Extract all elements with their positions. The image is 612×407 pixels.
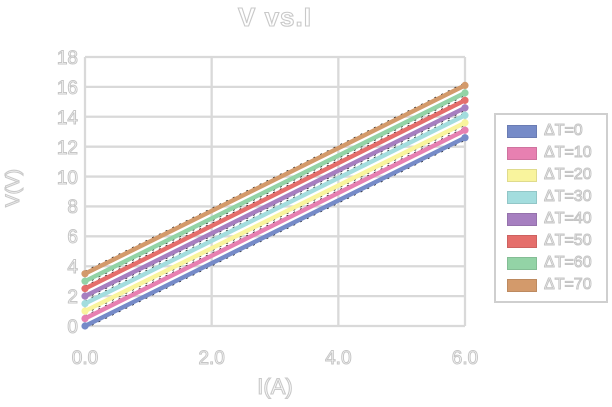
data-point-marker [81,292,89,300]
y-tick-label: 4 [67,257,79,279]
chart-title: V vs.I [237,1,312,32]
y-tick-label: 14 [56,107,78,129]
data-point-marker [461,126,469,134]
series-line [82,98,468,291]
legend-swatch [507,146,537,160]
y-tick-label: 12 [56,137,78,159]
legend-item: ΔT=60 [496,254,606,271]
x-tick-label: 4.0 [325,348,352,369]
legend-item: ΔT=20 [496,166,606,183]
x-tick-label: 0.0 [71,348,99,369]
y-tick-label: 0 [67,317,79,338]
data-point-marker [461,81,469,89]
legend-item: ΔT=40 [496,210,606,227]
y-axis-title: V(V) [2,168,24,207]
series-line [82,135,468,329]
legend-label: ΔT=30 [544,188,593,205]
series-line [82,113,468,306]
legend-label: ΔT=0 [544,122,584,139]
data-point-marker [461,134,469,142]
data-point-marker [81,270,89,278]
data-point-marker [461,111,469,119]
data-point-marker [81,277,89,285]
legend-label: ΔT=40 [544,210,593,227]
y-tick-label: 8 [67,197,79,219]
legend-item: ΔT=10 [496,144,606,161]
legend-label: ΔT=50 [544,232,593,249]
series-line [82,120,468,314]
x-axis-title: I(A) [257,373,294,399]
x-tick-label: 6.0 [451,348,479,369]
legend-swatch [507,256,537,270]
y-tick-label: 16 [56,77,78,99]
legend-swatch [507,168,537,182]
legend-swatch [507,234,537,248]
legend: ΔT=0 ΔT=10 ΔT=20 ΔT=30 ΔT=40 ΔT=50 ΔT=60 ΔT=70 [494,113,608,303]
legend-swatch [507,190,537,204]
legend-item: ΔT=50 [496,232,606,249]
legend-label: ΔT=10 [544,144,593,161]
series-line [82,128,468,321]
series-line [82,83,468,276]
y-tick-label: 18 [56,48,78,69]
series-line [82,90,468,284]
data-point-marker [461,119,469,127]
data-point-marker [81,322,89,330]
y-tick-label: 6 [67,227,79,249]
legend-item: ΔT=0 [496,122,606,139]
legend-label: ΔT=20 [544,166,593,183]
x-tick-label: 2.0 [198,348,225,369]
legend-swatch [507,124,537,138]
data-point-marker [461,96,469,104]
legend-swatch [507,212,537,226]
data-point-marker [461,104,469,112]
data-point-marker [81,307,89,315]
series-line [82,105,468,299]
y-tick-label: 10 [56,167,78,189]
data-point-marker [461,89,469,97]
legend-swatch [507,278,537,292]
y-tick-label: 2 [67,287,79,309]
data-point-marker [81,299,89,308]
legend-label: ΔT=60 [544,254,593,271]
legend-item: ΔT=30 [496,188,606,205]
legend-label: ΔT=70 [544,276,593,293]
legend-item: ΔT=70 [496,276,606,293]
data-point-marker [81,285,89,293]
data-point-marker [81,314,89,323]
